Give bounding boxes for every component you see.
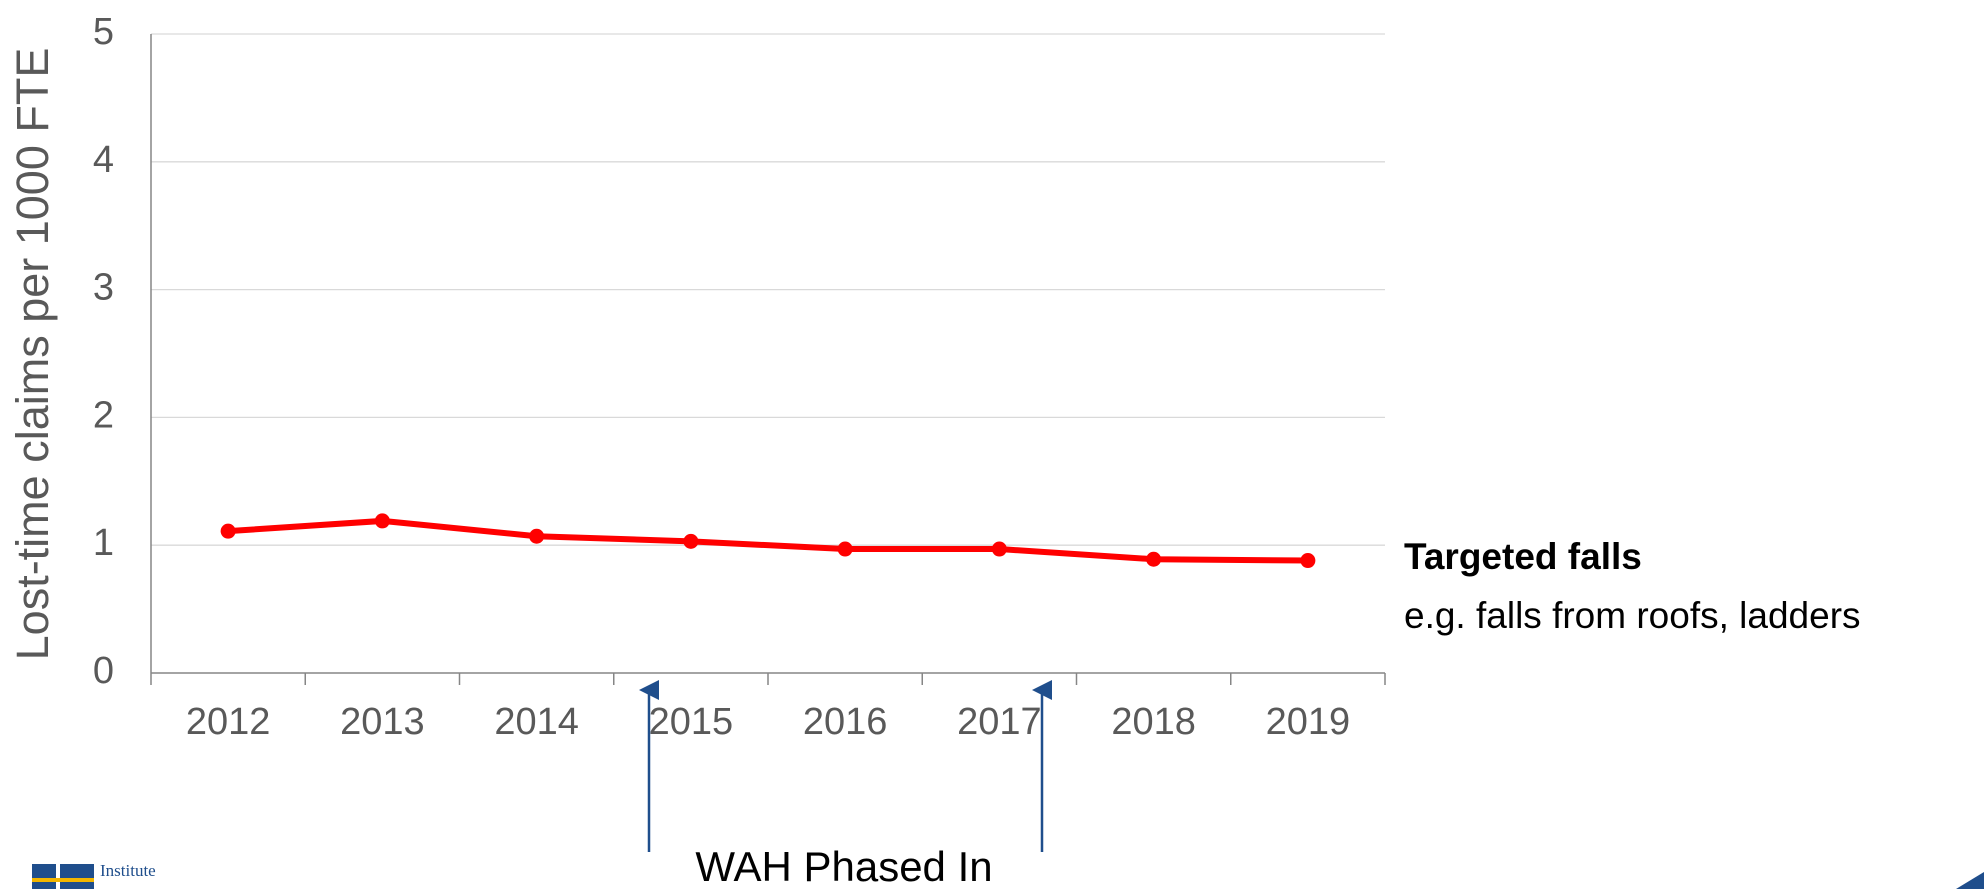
y-tick-label: 2	[93, 394, 114, 436]
logo-text: Institute	[100, 861, 156, 880]
marker	[683, 533, 699, 549]
marker	[991, 541, 1007, 557]
y-tick-label: 4	[93, 139, 114, 181]
x-tick-label: 2017	[957, 701, 1042, 743]
marker	[837, 541, 853, 557]
marker	[220, 523, 236, 539]
annotation-title: Targeted falls	[1404, 536, 1642, 577]
marker	[1146, 551, 1162, 567]
x-tick-label: 2014	[494, 701, 579, 743]
y-tick-label: 0	[93, 650, 114, 692]
arrow-annotation: WAH Phased In	[695, 843, 992, 889]
y-tick-label: 5	[93, 11, 114, 53]
x-tick-label: 2016	[803, 701, 888, 743]
corner-shape	[1956, 872, 1984, 889]
marker	[529, 528, 545, 544]
marker	[374, 513, 390, 529]
x-tick-label: 2019	[1266, 701, 1351, 743]
x-tick-label: 2013	[340, 701, 425, 743]
x-tick-label: 2018	[1111, 701, 1196, 743]
x-tick-label: 2012	[186, 701, 271, 743]
annotation-text: e.g. falls from roofs, ladders	[1404, 595, 1861, 636]
marker	[1300, 553, 1316, 569]
y-tick-label: 1	[93, 522, 114, 564]
x-tick-label: 2015	[649, 701, 734, 743]
line	[227, 517, 1308, 564]
y-axis-label: Lost-time claims per 1000 FTE	[7, 48, 58, 661]
y-tick-label: 3	[93, 267, 114, 309]
logo: Institute	[32, 861, 156, 889]
